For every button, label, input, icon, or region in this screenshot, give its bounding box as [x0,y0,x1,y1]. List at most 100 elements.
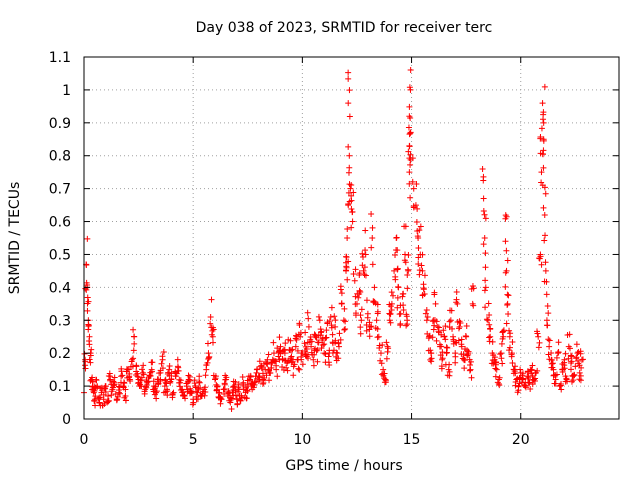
data-point [467,358,474,365]
data-point [130,326,137,333]
data-point [493,366,500,373]
data-point [439,356,446,363]
data-point [276,347,283,354]
data-point [197,384,204,391]
data-point [579,356,586,363]
data-point [209,327,216,334]
data-point [308,338,315,345]
data-points [81,67,586,413]
data-point [407,86,414,93]
data-point [196,373,203,380]
data-point [529,362,536,369]
data-point [493,359,500,366]
data-point [526,379,533,386]
data-point [250,384,257,391]
data-point [357,289,364,296]
data-point [424,313,431,320]
data-point [165,369,172,376]
data-point [86,356,93,363]
data-point [546,343,553,350]
data-point [499,335,506,342]
data-point [308,343,315,350]
data-point [527,386,534,393]
x-tick-label: 5 [189,432,198,448]
data-point [97,394,104,401]
data-point [318,345,325,352]
data-point [246,377,253,384]
data-point [469,283,476,290]
data-point [217,394,224,401]
data-point [498,340,505,347]
data-point [91,387,98,394]
data-point [348,181,355,188]
data-point [332,337,339,344]
data-point [541,237,548,244]
data-point [374,310,381,317]
data-point [202,372,209,379]
data-point [140,371,147,378]
data-point [512,370,519,377]
data-point [293,336,300,343]
data-point [470,302,477,309]
data-point [245,373,252,380]
data-point [111,374,118,381]
data-point [130,355,137,362]
data-point [438,343,445,350]
data-point [374,325,381,332]
data-point [431,316,438,323]
data-point [290,372,297,379]
data-point [357,324,364,331]
data-point [314,358,321,365]
data-point [540,119,547,126]
data-point [548,349,555,356]
data-point [319,342,326,349]
data-point [377,350,384,357]
data-point [270,350,277,357]
data-point [127,363,134,370]
data-point [386,310,393,317]
data-point [331,313,338,320]
data-point [256,358,263,365]
data-point [517,366,524,373]
data-point [161,377,168,384]
data-point [574,357,581,364]
data-point [88,346,95,353]
data-point [543,291,550,298]
data-point [342,325,349,332]
data-point [201,392,208,399]
data-point [481,287,488,294]
data-point [540,204,547,211]
data-point [204,359,211,366]
data-point [395,283,402,290]
data-point [270,339,277,346]
data-point [487,333,494,340]
data-point [293,332,300,339]
data-point [396,311,403,318]
data-point [346,152,353,159]
data-point [498,355,505,362]
data-point [358,306,365,313]
data-point [279,364,286,371]
data-point [345,75,352,82]
data-point [288,347,295,354]
data-point [194,389,201,396]
data-point [552,372,559,379]
data-point [484,317,491,324]
data-point [562,378,569,385]
data-point [269,356,276,363]
data-point [482,264,489,271]
data-point [367,323,374,330]
data-point [276,334,283,341]
data-point [150,386,157,393]
data-point [542,232,549,239]
data-point [345,258,352,265]
data-point [407,151,414,158]
data-point [387,319,394,326]
data-point [492,373,499,380]
data-point [87,352,94,359]
data-point [438,365,445,372]
data-point [326,362,333,369]
data-point [305,315,312,322]
data-point [406,143,413,150]
data-point [482,215,489,222]
